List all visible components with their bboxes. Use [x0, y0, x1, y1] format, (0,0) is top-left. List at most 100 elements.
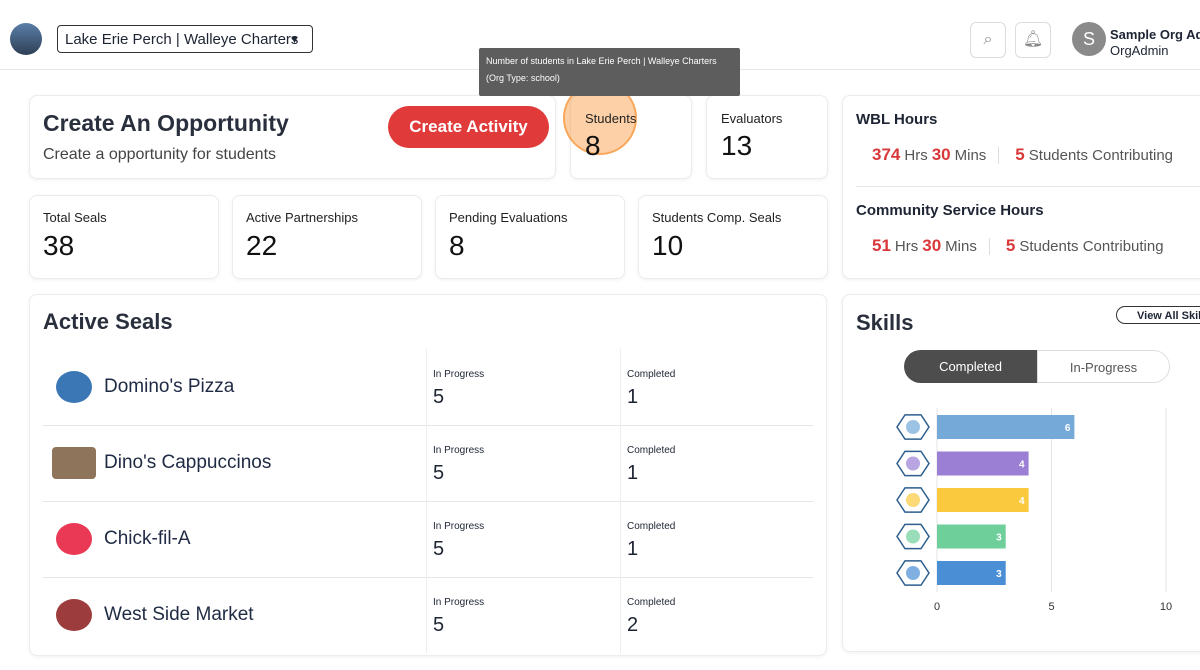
- seal-logo: [56, 599, 92, 631]
- hours-row: 374 Hrs 30 Mins 5 Students Contributing: [872, 145, 1173, 165]
- mins-value: 30: [922, 236, 942, 255]
- tab-in-progress[interactable]: In-Progress: [1037, 350, 1170, 383]
- seal-name: West Side Market: [104, 604, 254, 625]
- seal-logo: [52, 447, 96, 479]
- opportunity-title: Create An Opportunity: [43, 110, 289, 136]
- in-progress-label: In Progress: [433, 521, 485, 532]
- mins-unit: Mins: [955, 147, 1000, 164]
- in-progress-value: 5: [433, 614, 445, 636]
- hours-value: 374: [872, 145, 901, 164]
- row-divider: [43, 425, 813, 426]
- evaluators-card: Evaluators 13: [706, 95, 828, 179]
- org-avatar[interactable]: [10, 23, 42, 55]
- stat-card: Active Partnerships 22: [232, 195, 422, 279]
- students-value: 8: [585, 130, 601, 161]
- bar: [937, 524, 1006, 549]
- dropdown-arrow: ▼: [289, 34, 300, 46]
- stat-card: Students Comp. Seals 10: [638, 195, 828, 279]
- hours-row: 51 Hrs 30 Mins 5 Students Contributing: [872, 236, 1164, 256]
- hours-unit: Hrs: [894, 238, 919, 255]
- students-label: Students Contributing: [1019, 238, 1164, 255]
- view-all-skills-button[interactable]: View All Skills: [1116, 306, 1200, 324]
- stat-card: Pending Evaluations 8: [435, 195, 625, 279]
- seal-name: Chick-fil-A: [104, 528, 191, 549]
- skill-icon-inner: [906, 420, 920, 434]
- skill-icon-inner: [906, 456, 920, 471]
- seal-name: Dino's Cappuccinos: [104, 452, 272, 473]
- bar: [937, 488, 1029, 512]
- seal-logo: [56, 523, 92, 555]
- tooltip: Number of students in Lake Erie Perch | …: [479, 48, 740, 96]
- column-divider: [620, 425, 621, 501]
- stat-card: Total Seals 38: [29, 195, 219, 279]
- stat-value: 10: [652, 230, 684, 261]
- notification-button[interactable]: 🔔︎: [1015, 22, 1051, 58]
- hours-unit: Hrs: [904, 147, 928, 164]
- x-tick-label: 5: [1048, 601, 1054, 613]
- bar-value-label: 4: [1019, 460, 1025, 471]
- completed-value: 2: [627, 614, 639, 636]
- bar: [937, 415, 1075, 439]
- in-progress-value: 5: [433, 386, 445, 408]
- opportunity-card: Create An Opportunity Create a opportuni…: [29, 95, 556, 179]
- students-label: Students: [585, 111, 637, 126]
- user-avatar[interactable]: S: [1072, 22, 1106, 56]
- in-progress-label: In Progress: [433, 597, 485, 608]
- mins-unit: Mins: [945, 238, 990, 255]
- hours-title: Community Service Hours: [856, 202, 1044, 219]
- skill-icon-inner: [906, 566, 920, 580]
- bar: [937, 561, 1006, 585]
- column-divider: [426, 349, 427, 425]
- user-role: OrgAdmin: [1110, 43, 1169, 58]
- stat-label: Students Comp. Seals: [652, 210, 782, 225]
- column-divider: [620, 349, 621, 425]
- column-divider: [620, 577, 621, 653]
- tab-completed[interactable]: Completed: [904, 350, 1037, 383]
- completed-value: 1: [627, 386, 639, 408]
- students-value: 5: [1005, 236, 1016, 255]
- evaluators-value: 13: [721, 130, 753, 161]
- in-progress-value: 5: [433, 462, 445, 484]
- org-selector[interactable]: Lake Erie Perch | Walleye Charters ▼: [57, 25, 313, 53]
- mins-value: 30: [931, 145, 951, 164]
- bar-value-label: 3: [996, 533, 1002, 544]
- evaluators-label: Evaluators: [721, 111, 783, 126]
- stat-label: Pending Evaluations: [449, 210, 568, 225]
- students-label: Students Contributing: [1028, 147, 1174, 164]
- bar-value-label: 6: [1065, 423, 1071, 434]
- skill-icon-inner: [906, 529, 920, 544]
- search-button[interactable]: ⌕: [970, 22, 1006, 58]
- user-name: Sample Org Admin: [1110, 27, 1200, 42]
- bar-value-label: 3: [996, 569, 1002, 580]
- seal-name: Domino's Pizza: [104, 376, 235, 397]
- bar: [937, 451, 1029, 476]
- stat-value: 8: [449, 230, 465, 261]
- create-activity-button[interactable]: Create Activity: [388, 106, 549, 148]
- completed-label: Completed: [627, 521, 676, 532]
- stat-value: 38: [43, 230, 75, 261]
- stat-label: Active Partnerships: [246, 210, 358, 225]
- active-seals-title: Active Seals: [43, 309, 173, 334]
- seal-logo: [56, 371, 92, 403]
- column-divider: [620, 501, 621, 577]
- org-selector-text: Lake Erie Perch | Walleye Charters: [65, 31, 299, 48]
- x-tick-label: 10: [1160, 601, 1172, 613]
- x-tick-label: 0: [934, 601, 940, 613]
- active-seals-card: Active Seals Domino's Pizza In Progress 5 C…: [29, 294, 827, 656]
- in-progress-label: In Progress: [433, 369, 485, 380]
- completed-label: Completed: [627, 369, 676, 380]
- completed-label: Completed: [627, 445, 676, 456]
- opportunity-subtitle: Create a opportunity for students: [43, 146, 277, 163]
- skills-title: Skills: [856, 310, 914, 335]
- students-value: 5: [1015, 145, 1025, 164]
- skill-icon-inner: [906, 493, 920, 507]
- stat-label: Total Seals: [43, 210, 107, 225]
- hours-card: WBL Hours 374 Hrs 30 Mins 5 Students Contribut…: [842, 95, 1200, 279]
- hours-title: WBL Hours: [856, 111, 938, 128]
- row-divider: [43, 577, 813, 578]
- bar-value-label: 4: [1019, 496, 1025, 507]
- students-card[interactable]: Students 8: [563, 81, 692, 179]
- divider: [856, 186, 1200, 187]
- skills-chart: 0 5 10 6 4 4 3 3: [896, 408, 1172, 613]
